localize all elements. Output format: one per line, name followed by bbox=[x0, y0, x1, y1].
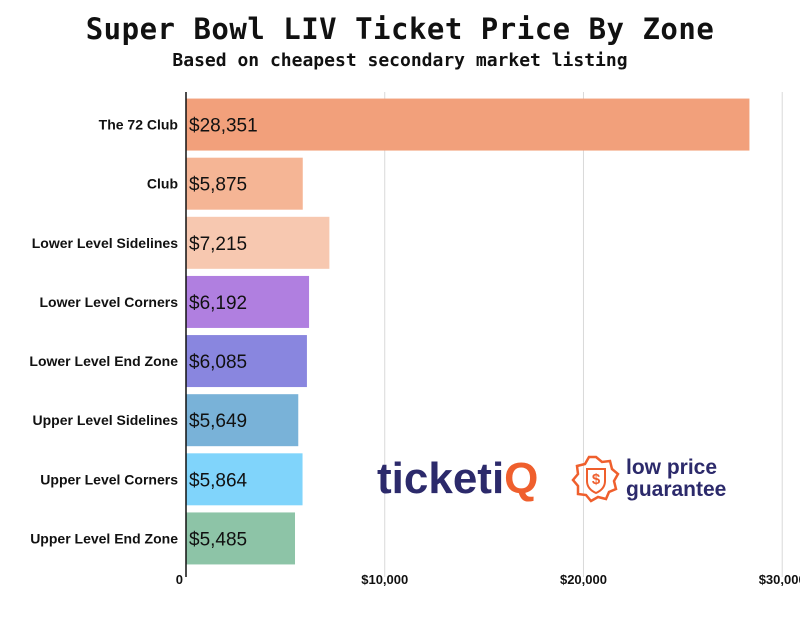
bar bbox=[186, 98, 750, 151]
svg-text:$: $ bbox=[592, 471, 601, 488]
bar bbox=[186, 335, 307, 388]
category-label: Lower Level Sidelines bbox=[32, 235, 178, 251]
ticketiq-logo: ticketiQ $ low price guarantee bbox=[377, 454, 726, 503]
value-label: $6,192 bbox=[189, 293, 247, 314]
value-label: $5,649 bbox=[189, 411, 247, 432]
chart-title: Super Bowl LIV Ticket Price By Zone bbox=[85, 12, 715, 46]
category-label: Upper Level Corners bbox=[40, 471, 178, 487]
category-label: Lower Level Corners bbox=[40, 294, 179, 310]
value-label: $5,875 bbox=[189, 175, 247, 196]
value-label: $28,351 bbox=[189, 116, 258, 137]
dollar-shield-icon: $ bbox=[571, 455, 620, 503]
x-tick-label: $20,000 bbox=[560, 572, 607, 587]
tagline-line2: guarantee bbox=[626, 478, 726, 501]
x-tick-label: $10,000 bbox=[361, 572, 408, 587]
bar bbox=[186, 275, 310, 328]
category-label: Lower Level End Zone bbox=[29, 353, 178, 369]
value-label: $5,864 bbox=[189, 470, 248, 491]
value-label: $5,485 bbox=[189, 529, 247, 550]
bar bbox=[186, 394, 299, 447]
bar bbox=[186, 157, 303, 210]
bar bbox=[186, 453, 303, 506]
category-label: Upper Level End Zone bbox=[30, 530, 178, 546]
value-label: $6,085 bbox=[189, 352, 247, 373]
x-tick-label: $30,000 bbox=[759, 572, 800, 587]
tagline-line1: low price bbox=[626, 456, 717, 479]
x-tick-label: 0 bbox=[176, 572, 183, 587]
category-labels: The 72 Club Club Lower Level Sidelines Lowe… bbox=[29, 117, 178, 547]
category-label: Club bbox=[147, 176, 178, 192]
x-tick-labels: 0 $10,000 $20,000 $30,000 bbox=[176, 572, 800, 587]
value-label: $7,215 bbox=[189, 234, 247, 255]
gridlines bbox=[384, 92, 783, 577]
bar bbox=[186, 216, 330, 269]
category-label: The 72 Club bbox=[99, 117, 178, 133]
value-labels: $28,351 $5,875 $7,215 $6,192 $6,085 $5,649 $5,… bbox=[189, 116, 258, 551]
bars bbox=[186, 98, 750, 565]
bar bbox=[186, 512, 296, 565]
category-label: Upper Level Sidelines bbox=[33, 412, 179, 428]
logo-text: ticketiQ bbox=[377, 454, 538, 503]
chart-subtitle: Based on cheapest secondary market listi… bbox=[172, 50, 628, 71]
